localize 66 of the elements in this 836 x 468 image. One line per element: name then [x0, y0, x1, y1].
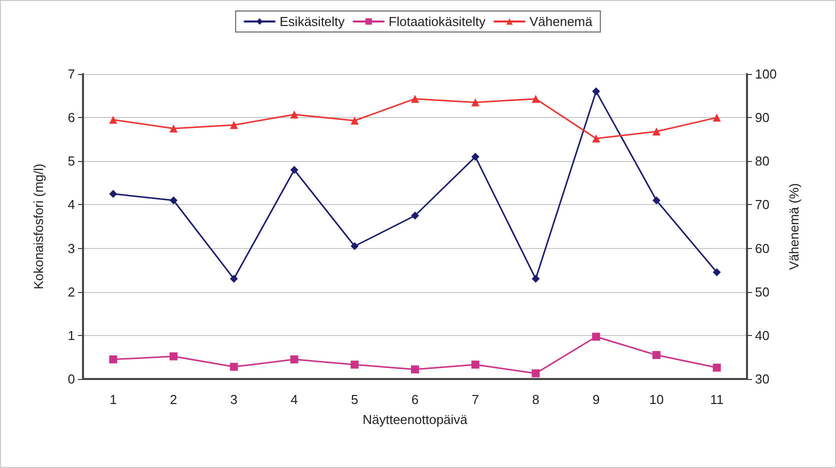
point: [471, 98, 480, 106]
point: [290, 110, 298, 119]
x-tick-label: 6: [411, 392, 419, 407]
point: [652, 351, 660, 360]
y2-tick-label: 60: [755, 240, 770, 256]
point: [592, 332, 600, 341]
point: [532, 274, 540, 283]
point: [350, 242, 359, 250]
x-tick-label: 11: [710, 392, 724, 407]
point: [592, 134, 600, 142]
x-tick-label: 1: [110, 392, 117, 407]
y-tick-label: 2: [68, 284, 75, 300]
point: [170, 124, 178, 132]
point: [350, 360, 359, 369]
x-tick-label: 8: [532, 392, 540, 407]
x-tick-label: 5: [351, 392, 358, 407]
x-tick-label: 7: [472, 392, 479, 407]
point: [592, 87, 600, 96]
y2-tick-label: 50: [755, 284, 770, 300]
x-tick-label: 3: [230, 392, 238, 407]
point: [411, 94, 419, 103]
x-tick-label: 4: [290, 392, 298, 407]
legend-label: Flotaatiokäsitelty: [388, 14, 486, 29]
point: [290, 355, 298, 364]
y-tick-label: 3: [68, 240, 75, 256]
y-tick-label: 4: [68, 197, 75, 212]
point: [712, 268, 721, 276]
y2-tick-label: 80: [755, 154, 770, 169]
y-axis-title: Kokonaisfosfori (mg/l): [31, 164, 46, 290]
point: [532, 369, 540, 378]
point: [230, 362, 238, 371]
y-tick-label: 0: [68, 372, 75, 386]
point: [230, 120, 238, 129]
point: [109, 355, 118, 364]
point: [109, 116, 118, 124]
y-tick-label: 1: [68, 328, 75, 343]
point: [712, 114, 721, 122]
point: [411, 212, 419, 220]
x-tick-label: 9: [592, 392, 600, 407]
y2-axis-title: Vähenemä (%): [786, 183, 802, 270]
y-tick-label: 7: [68, 66, 75, 82]
legend-label: Vähenemä: [529, 14, 594, 29]
point: [170, 196, 178, 204]
point: [170, 352, 178, 360]
point: [471, 360, 480, 369]
point: [290, 166, 298, 174]
point: [350, 116, 359, 125]
legend-label: Esikäsitelty: [280, 14, 346, 29]
y2-tick-label: 30: [755, 372, 770, 386]
x-tick-label: 10: [649, 392, 664, 407]
y2-tick-label: 70: [755, 197, 770, 212]
point: [712, 364, 721, 372]
point: [109, 190, 118, 198]
y2-tick-label: 90: [755, 110, 770, 126]
point: [532, 94, 540, 103]
y-tick-label: 6: [68, 110, 75, 126]
x-axis-title: Näytteenottopäivä: [362, 412, 468, 427]
point: [471, 152, 480, 161]
y-tick-label: 5: [68, 154, 75, 169]
point: [411, 365, 419, 374]
point: [652, 196, 660, 204]
point: [230, 274, 238, 283]
x-tick-label: 2: [170, 392, 178, 407]
y2-tick-label: 40: [755, 328, 770, 343]
point: [652, 128, 660, 136]
y2-tick-label: 100: [755, 66, 777, 82]
